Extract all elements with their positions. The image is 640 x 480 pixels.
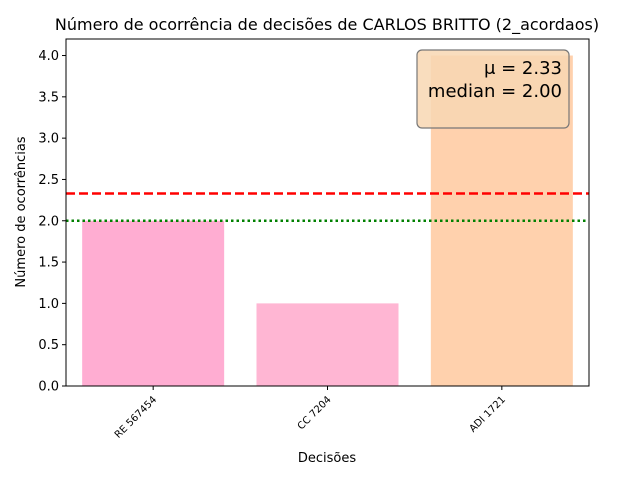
- y-tick-label-5: 2.5: [38, 173, 59, 188]
- y-tick-label-7: 3.5: [38, 90, 59, 105]
- y-tick-label-2: 1.0: [38, 297, 59, 312]
- y-tick-label-8: 4.0: [38, 49, 59, 64]
- median-annotation: median = 2.00: [428, 81, 562, 102]
- y-tick-label-6: 3.0: [38, 132, 59, 147]
- chart-title: Número de ocorrência de decisões de CARL…: [55, 15, 599, 35]
- y-tick-label-1: 0.5: [38, 338, 59, 353]
- x-axis-label: Decisões: [298, 451, 356, 466]
- axes-frame: [65, 38, 590, 387]
- y-tick-label-0: 0.0: [38, 380, 59, 395]
- mean-annotation: μ = 2.33: [484, 58, 562, 79]
- bar-1: [256, 303, 399, 386]
- x-tick-label-2: ADI 1721: [468, 394, 508, 434]
- x-tick-label-0: RE 567454: [113, 394, 159, 440]
- stats-box: [416, 49, 570, 129]
- bar-0: [82, 220, 225, 386]
- y-tick-label-4: 2.0: [38, 214, 59, 229]
- x-tick-label-1: CC 7204: [296, 394, 334, 432]
- plot-area: RE 567454 CC 7204 ADI 1721 0.0 0.5 1.0 1.5 2.0 2…: [38, 38, 590, 441]
- y-axis-label: Número de ocorrências: [14, 136, 29, 287]
- y-tick-label-3: 1.5: [38, 256, 59, 271]
